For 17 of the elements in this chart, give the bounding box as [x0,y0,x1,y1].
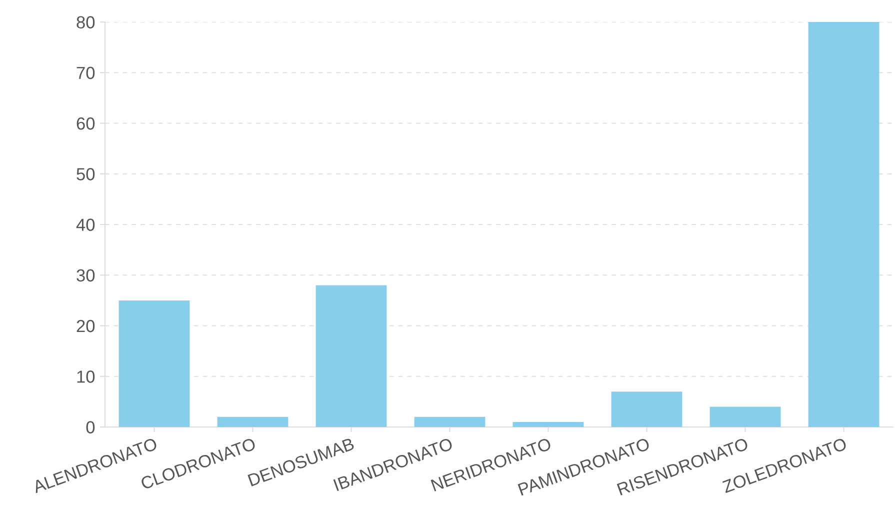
bar [414,416,486,427]
bar [808,22,880,427]
y-tick-label: 40 [76,218,95,231]
y-tick-label: 0 [86,421,95,434]
bar [316,285,387,427]
bar [217,416,288,427]
bar [118,300,190,427]
y-tick-label: 80 [76,16,95,28]
y-tick-label: 10 [77,370,95,383]
bar [512,422,584,427]
y-tick-label: 70 [76,66,95,80]
y-tick-label: 50 [76,168,95,180]
bar [710,406,781,427]
bar [611,392,682,427]
y-tick-label: 30 [76,269,95,282]
y-tick-label: 20 [76,320,95,332]
y-tick-label: 60 [76,117,95,130]
